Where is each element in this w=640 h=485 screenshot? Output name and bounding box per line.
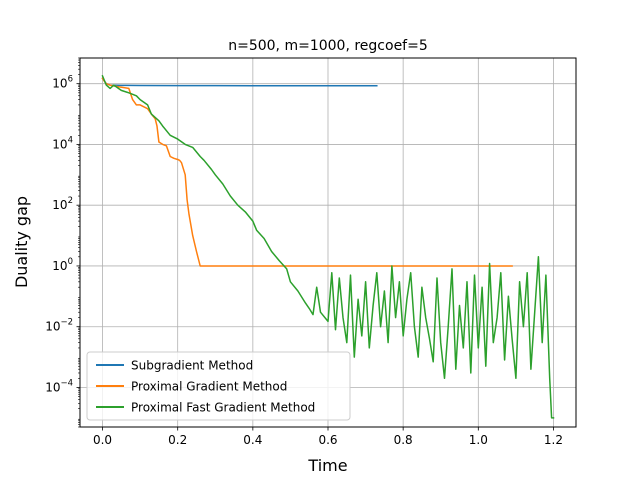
series-line-1 [101, 77, 513, 267]
x-tick-label: 0.2 [168, 433, 187, 447]
x-tick-label: 0.4 [243, 433, 262, 447]
chart-title: n=500, m=1000, regcoef=5 [228, 38, 428, 54]
x-tick-label: 1.0 [469, 433, 488, 447]
x-tick-label: 0.6 [318, 433, 337, 447]
series-line-2 [101, 74, 555, 419]
legend-label-proximal-gradient: Proximal Gradient Method [131, 380, 287, 394]
series-lines [101, 74, 555, 419]
legend: Subgradient Method Proximal Gradient Met… [86, 351, 351, 421]
x-tick-label: 1.2 [544, 433, 563, 447]
y-axis-label: Duality gap [12, 196, 31, 288]
x-tick-label: 0.0 [93, 433, 112, 447]
x-tick-label: 0.8 [394, 433, 413, 447]
legend-box [86, 351, 351, 421]
legend-label-subgradient: Subgradient Method [131, 359, 253, 373]
x-axis-label: Time [307, 456, 347, 475]
legend-label-proximal-fast-gradient: Proximal Fast Gradient Method [131, 401, 315, 415]
